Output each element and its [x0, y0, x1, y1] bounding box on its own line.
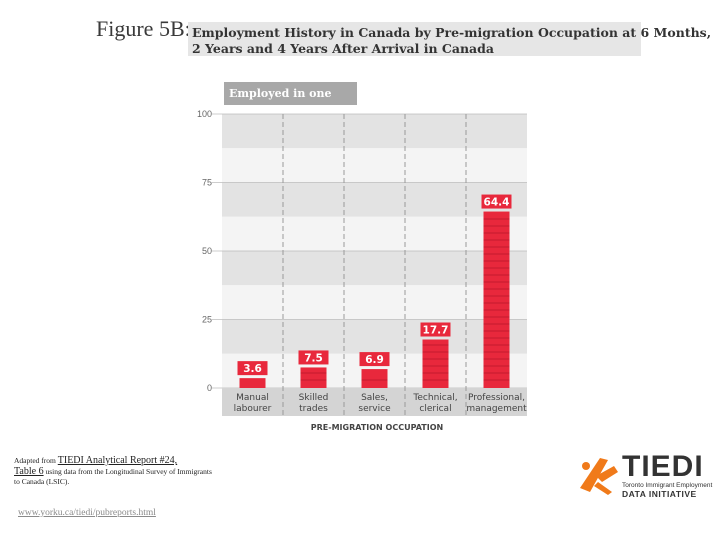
category-label: management — [466, 404, 527, 414]
category-label: Manual — [236, 393, 269, 403]
value-label: 6.9 — [365, 354, 384, 366]
value-label-box — [359, 352, 390, 367]
bar — [422, 339, 449, 388]
category-label: Skilled — [299, 393, 329, 403]
category-label: Professional, — [468, 393, 525, 403]
y-tick-label: 75 — [202, 178, 212, 188]
value-label: 17.7 — [423, 325, 449, 337]
grid-band — [222, 216, 527, 251]
y-tick-label: 50 — [202, 246, 212, 256]
bar — [239, 378, 266, 388]
tiedi-logo-mark — [580, 458, 618, 495]
category-label: labourer — [234, 404, 272, 414]
grid-band — [222, 182, 527, 217]
grid-band — [222, 148, 527, 183]
grid-band — [222, 285, 527, 320]
value-label-box — [481, 194, 512, 209]
source-url-link[interactable]: www.yorku.ca/tiedi/pubreports.html — [18, 508, 156, 518]
bar — [483, 211, 510, 388]
value-label-box — [237, 361, 268, 376]
figure-title-line-2: 2 Years and 4 Years After Arrival in Can… — [192, 41, 494, 56]
category-band — [222, 388, 527, 416]
category-label: trades — [299, 404, 328, 414]
grid-band — [222, 114, 527, 149]
x-axis-label: PRE-MIGRATION OCCUPATION — [311, 423, 443, 432]
source-suffix: using data from the Longitudinal Survey … — [14, 466, 212, 487]
grid-band — [222, 319, 527, 354]
source-note: Adapted from TIEDI Analytical Report #24… — [14, 455, 214, 488]
category-label: Sales, — [361, 393, 388, 403]
value-label: 3.6 — [243, 363, 262, 375]
logo-subtitle: Toronto Immigrant Employment — [622, 482, 713, 489]
source-report-link[interactable]: TIEDI Analytical Report #24, — [57, 455, 178, 466]
category-label: service — [358, 404, 391, 414]
category-label: Technical, — [412, 393, 457, 403]
value-label: 64.4 — [484, 197, 510, 209]
value-label: 7.5 — [304, 352, 323, 364]
y-tick-label: 0 — [207, 383, 212, 393]
title-background — [188, 22, 641, 56]
category-label: clerical — [419, 404, 451, 414]
source-table-link[interactable]: Table 6 — [14, 465, 44, 477]
value-label-box — [420, 322, 451, 337]
figure-label: Figure 5B: — [96, 16, 191, 41]
y-tick-label: 25 — [202, 315, 212, 325]
source-prefix: Adapted from — [14, 456, 58, 465]
figure-title-line-1: Employment History in Canada by Pre-migr… — [192, 25, 712, 40]
logo-subtitle-bold: DATA INITIATIVE — [622, 489, 697, 499]
grid-band — [222, 251, 527, 286]
bar — [300, 367, 327, 388]
y-tick-label: 100 — [197, 109, 212, 119]
value-label-box — [298, 350, 329, 365]
logo-wordmark: TIEDI — [622, 450, 704, 483]
bar — [361, 369, 388, 388]
